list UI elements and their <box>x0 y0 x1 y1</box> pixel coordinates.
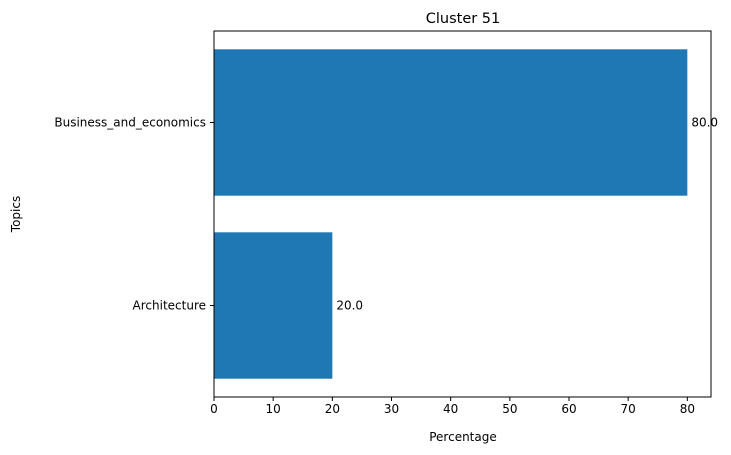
chart-title: Cluster 51 <box>426 11 501 27</box>
x-tick-label: 60 <box>561 402 576 416</box>
x-axis-ticks: 0 10 20 30 40 50 60 70 80 <box>210 397 695 416</box>
y-axis-label: Topics <box>9 196 23 233</box>
x-tick-label: 10 <box>266 402 281 416</box>
data-label: 20.0 <box>336 299 363 313</box>
x-tick-label: 50 <box>502 402 517 416</box>
x-tick-label: 80 <box>680 402 695 416</box>
y-tick-label: Business_and_economics <box>54 116 206 130</box>
data-label: 80.0 <box>691 116 718 130</box>
data-labels: 80.0 20.0 <box>336 116 718 313</box>
x-tick-label: 0 <box>210 402 218 416</box>
y-axis-ticks: Business_and_economics Architecture <box>54 116 214 313</box>
plot-frame <box>213 30 712 398</box>
y-tick-label: Architecture <box>133 299 206 313</box>
bar-business-and-economics <box>214 49 688 196</box>
x-tick-label: 70 <box>621 402 636 416</box>
x-tick-label: 20 <box>325 402 340 416</box>
x-axis-label: Percentage <box>429 430 497 444</box>
bars-layer <box>214 49 688 379</box>
bar-architecture <box>214 232 333 379</box>
x-tick-label: 40 <box>443 402 458 416</box>
x-tick-label: 30 <box>384 402 399 416</box>
